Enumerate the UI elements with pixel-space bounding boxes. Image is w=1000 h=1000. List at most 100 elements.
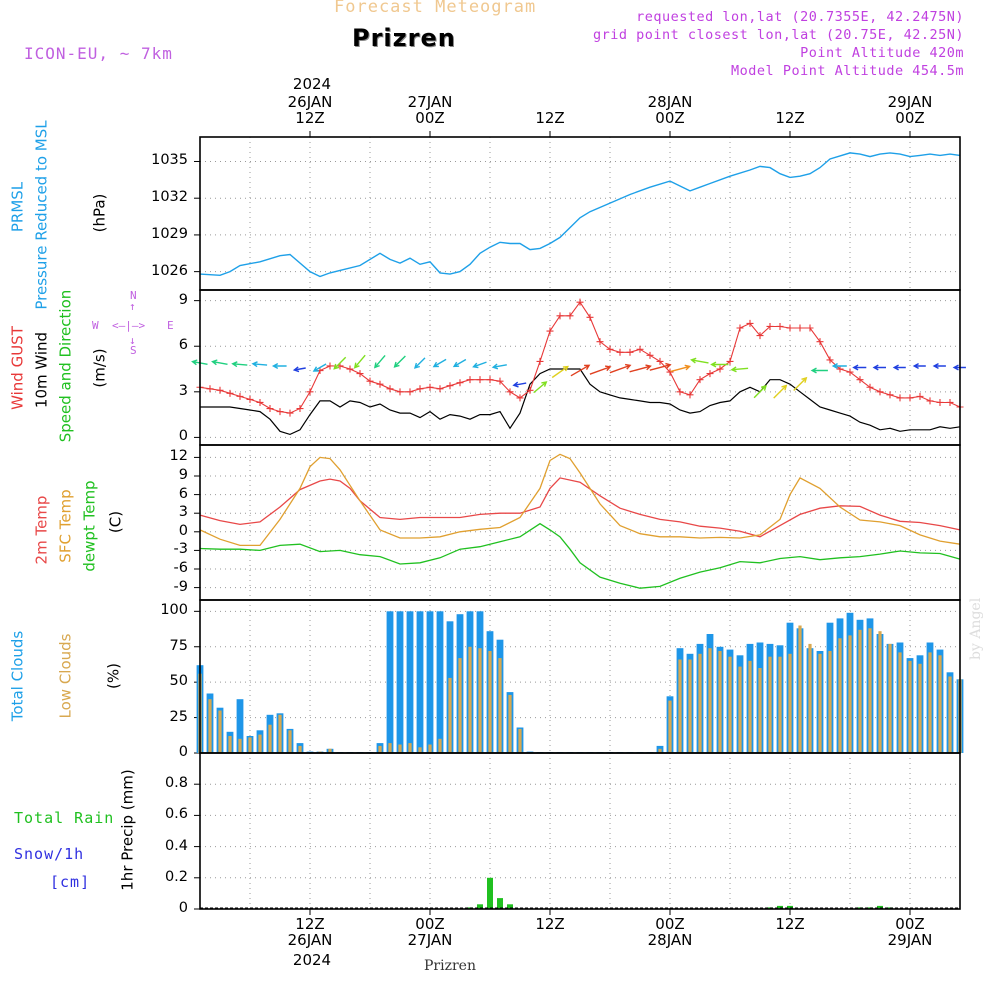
low-cloud-bar — [718, 651, 722, 753]
wind-direction-arrow — [333, 356, 347, 370]
rain-bar — [777, 905, 783, 909]
top-hour: 00Z — [895, 109, 925, 127]
low-cloud-bar — [518, 728, 522, 753]
wind-direction-arrow — [831, 362, 847, 370]
y-tick-label-wind: 9 — [178, 291, 188, 308]
bottom-hour: 12Z — [295, 915, 325, 933]
gust-marker — [276, 408, 284, 416]
model-altitude: Model Point Altitude 454.5m — [731, 63, 964, 79]
low-cloud-bar — [218, 710, 222, 753]
low-cloud-bar — [858, 629, 862, 754]
low-cloud-bar — [688, 659, 692, 753]
low-cloud-bar — [408, 743, 412, 753]
location-title: Prizren — [352, 24, 456, 52]
gust-marker — [476, 376, 484, 384]
gust-marker — [756, 332, 764, 340]
y-tick-label-temperature: -3 — [173, 541, 188, 558]
gust-marker — [636, 345, 644, 353]
gust-marker — [356, 370, 364, 378]
bottom-hour: 12Z — [535, 915, 565, 933]
requested-coords: requested lon,lat (20.7355E, 42.2475N) — [636, 9, 964, 25]
wind-direction-arrow — [670, 364, 692, 373]
gust-marker — [256, 398, 264, 406]
rain-bar — [787, 905, 793, 909]
y-tick-label-temperature: 0 — [178, 522, 188, 539]
panel-precipitation — [194, 753, 960, 910]
gust-marker — [206, 385, 214, 393]
wind-direction-arrow — [852, 364, 867, 371]
sfc-temp-line — [199, 453, 961, 547]
gust-marker — [666, 368, 674, 376]
wind-direction-arrow — [710, 361, 729, 368]
low-cloud-bar — [468, 646, 472, 754]
low-cloud-bar — [378, 745, 382, 753]
top-hour: 12Z — [775, 109, 805, 127]
model-label: ICON-EU, ~ 7km — [24, 44, 173, 63]
y-tick-label-temperature: 6 — [178, 485, 188, 502]
gust-marker — [946, 398, 954, 406]
y-tick-label-precipitation: 0.2 — [164, 868, 188, 885]
low-cloud-bar — [948, 676, 952, 753]
gust-marker — [616, 348, 624, 356]
wind-direction-arrow — [629, 364, 652, 373]
gust-marker — [936, 398, 944, 406]
compass-w: W — [92, 319, 99, 332]
rain-bar — [477, 904, 483, 909]
wind-direction-arrow — [533, 381, 548, 394]
top-hour: 12Z — [535, 109, 565, 127]
low-cloud-bar — [428, 744, 432, 753]
compass-n: N — [130, 289, 137, 302]
snow-unit: [cm] — [50, 873, 91, 891]
total-cloud-bar — [396, 611, 404, 753]
gust-marker — [546, 327, 554, 335]
low-cloud-bar — [328, 748, 332, 754]
top-date: 28JAN — [647, 93, 693, 111]
y-tick-label-temperature: 3 — [178, 504, 188, 521]
gust-marker — [856, 376, 864, 384]
top-hour: 00Z — [415, 109, 445, 127]
gust-marker — [846, 368, 854, 376]
gust-marker — [696, 376, 704, 384]
wind-direction-arrow — [271, 362, 287, 370]
bottom-time-label: 12Z — [775, 916, 804, 932]
gust-marker — [556, 312, 564, 320]
gust-marker — [406, 388, 414, 396]
panel-border-2 — [199, 444, 961, 601]
gust-marker — [886, 391, 894, 399]
y-tick-label-clouds: 0 — [178, 744, 188, 760]
wind-direction-arrow — [932, 362, 946, 370]
low-cloud-bar — [818, 653, 822, 753]
rain-bar — [877, 905, 883, 909]
y-tick-label-precipitation: 0 — [178, 900, 188, 916]
compass-arrow-down-icon: ↓ — [129, 334, 136, 347]
bottom-date: 29JAN — [887, 931, 933, 949]
low-cloud-bar — [808, 643, 812, 753]
meteogram-title: Forecast Meteogram — [334, 0, 537, 17]
gust-marker — [916, 392, 924, 400]
gust-marker — [436, 385, 444, 393]
total-cloud-bar — [416, 611, 424, 753]
y-tick-label-pressure: 1026 — [151, 262, 188, 279]
low-cloud-bar — [788, 653, 792, 753]
y-tick-label-wind: 0 — [178, 428, 188, 445]
low-cloud-bar — [838, 638, 842, 754]
wind-direction-arrow — [353, 354, 366, 369]
low-cloud-bar — [458, 658, 462, 753]
low-cloud-bar — [738, 666, 742, 753]
gust-marker — [586, 313, 594, 321]
panel-pressure — [194, 137, 961, 290]
gust-marker — [486, 376, 494, 384]
low-cloud-bar — [888, 643, 892, 753]
y-tick-label-clouds: 50 — [169, 673, 188, 690]
gust-marker — [306, 388, 314, 396]
snow-label: Snow/1h — [14, 845, 85, 863]
low-cloud-bar — [258, 734, 262, 753]
top-time-label: 26JAN 12Z — [288, 94, 333, 126]
compass-horizontal-arrows-icon: <—|—> — [112, 319, 146, 332]
bottom-hour: 12Z — [775, 915, 805, 933]
panel-wind — [191, 290, 966, 445]
gust-marker — [466, 376, 474, 384]
pressure-line — [199, 152, 961, 278]
gust-line — [199, 301, 961, 414]
